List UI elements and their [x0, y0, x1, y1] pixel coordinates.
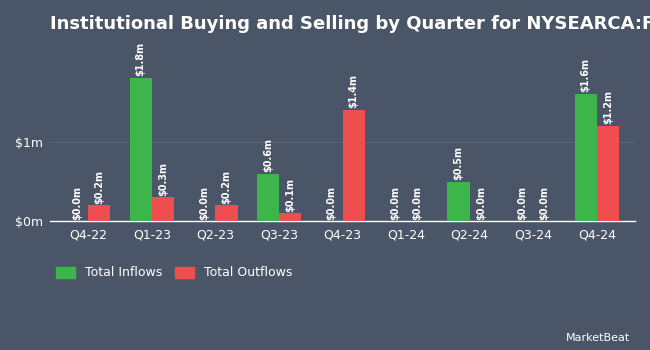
Bar [597, 126, 619, 222]
Text: MarketBeat: MarketBeat [566, 333, 630, 343]
Text: $0.2m: $0.2m [94, 170, 105, 204]
Text: $0.0m: $0.0m [540, 186, 549, 220]
Text: $0.1m: $0.1m [285, 178, 295, 212]
Text: $1.6m: $1.6m [580, 58, 591, 92]
Text: $0.0m: $0.0m [476, 186, 486, 220]
Text: $0.3m: $0.3m [158, 162, 168, 196]
Text: $0.0m: $0.0m [517, 186, 527, 220]
Bar [447, 182, 470, 222]
Bar [88, 205, 110, 222]
Text: $0.0m: $0.0m [72, 186, 82, 220]
Bar [215, 205, 238, 222]
Text: $0.2m: $0.2m [222, 170, 231, 204]
Text: $0.0m: $0.0m [412, 186, 423, 220]
Bar [279, 214, 301, 222]
Text: $0.5m: $0.5m [454, 146, 463, 180]
Text: $0.6m: $0.6m [263, 138, 273, 172]
Text: $0.0m: $0.0m [200, 186, 209, 220]
Text: Institutional Buying and Selling by Quarter for NYSEARCA:FOVL: Institutional Buying and Selling by Quar… [50, 15, 650, 33]
Bar [152, 197, 174, 222]
Text: $0.0m: $0.0m [326, 186, 337, 220]
Bar [129, 78, 152, 222]
Text: $0.0m: $0.0m [390, 186, 400, 220]
Legend: Total Inflows, Total Outflows: Total Inflows, Total Outflows [57, 266, 292, 279]
Text: $1.8m: $1.8m [136, 42, 146, 76]
Text: $1.2m: $1.2m [603, 90, 613, 124]
Bar [257, 174, 279, 222]
Text: $1.4m: $1.4m [348, 74, 359, 108]
Bar [343, 110, 365, 222]
Bar [575, 93, 597, 222]
